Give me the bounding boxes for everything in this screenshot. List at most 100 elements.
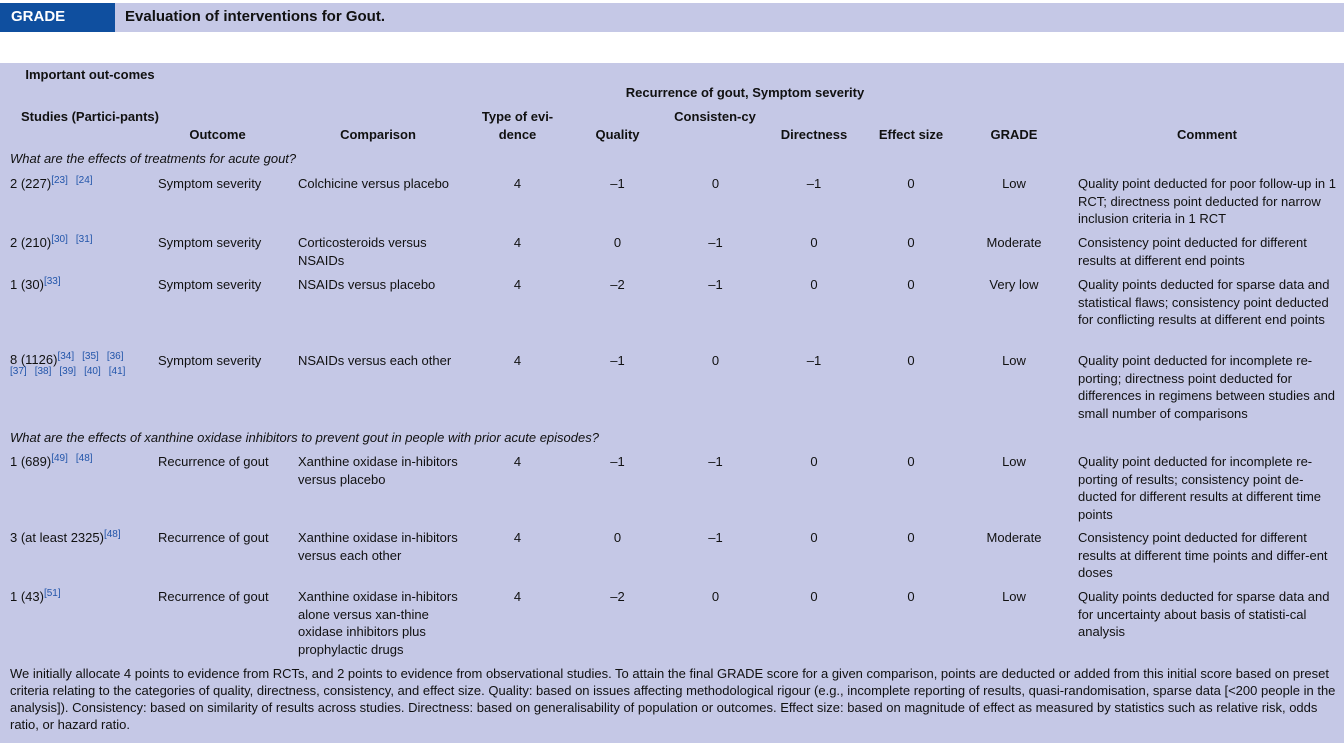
- header-quality: Quality: [595, 127, 640, 142]
- grade-cell: Low: [1002, 454, 1026, 469]
- grade-cell: Moderate: [986, 235, 1042, 250]
- studies-count: 3 (at least 2325): [10, 530, 104, 545]
- outcome-cell: Recurrence of gout: [158, 589, 269, 604]
- comment-cell: Quality point deducted for incomplete re…: [1078, 454, 1322, 522]
- header-group: Recurrence of gout, Symptom severity: [625, 85, 865, 100]
- header-directness: Directness: [780, 127, 848, 142]
- header-type: Type of evi-dence: [481, 109, 554, 142]
- directness-cell: 0: [810, 530, 818, 545]
- header-grade: GRADE: [990, 127, 1038, 142]
- comment-cell: Consistency point deducted for different…: [1078, 530, 1328, 580]
- outcome-cell: Symptom severity: [158, 176, 262, 191]
- reference-link[interactable]: [35]: [82, 351, 99, 362]
- effect-cell: 0: [907, 454, 915, 469]
- header-outcome: Outcome: [189, 127, 246, 142]
- outcome-cell: Recurrence of gout: [158, 454, 269, 469]
- header-studies: Studies (Partici-pants): [21, 109, 159, 124]
- directness-cell: 0: [810, 454, 818, 469]
- effect-cell: 0: [907, 176, 915, 191]
- directness-cell: 0: [810, 589, 818, 604]
- title-bar: GRADE Evaluation of interventions for Go…: [0, 3, 1344, 32]
- reference-link[interactable]: [34]: [57, 351, 75, 362]
- effect-cell: 0: [907, 589, 915, 604]
- grade-cell: Moderate: [986, 530, 1042, 545]
- reference-link[interactable]: [24]: [75, 175, 93, 186]
- quality-cell: –2: [610, 589, 625, 604]
- type-cell: 4: [513, 277, 522, 292]
- reference-link[interactable]: [23]: [51, 175, 68, 186]
- reference-link[interactable]: [51]: [43, 588, 61, 599]
- consistency-cell: 0: [711, 589, 720, 604]
- comparison-cell: NSAIDs versus placebo: [298, 277, 436, 292]
- outcome-cell: Symptom severity: [158, 235, 262, 250]
- reference-link[interactable]: [37]: [10, 366, 27, 377]
- grade-cell: Low: [1002, 589, 1026, 604]
- studies-count: 8 (1126): [10, 352, 58, 367]
- studies-count: 1 (689): [10, 454, 52, 469]
- quality-cell: 0: [613, 530, 622, 545]
- comment-cell: Quality point deducted for incomplete re…: [1078, 353, 1336, 421]
- studies-count: 1 (43): [10, 589, 44, 604]
- studies-cell: 1 (43)[51]: [10, 588, 140, 606]
- consistency-cell: –1: [708, 454, 723, 469]
- header-consistency: Consisten-cy: [674, 109, 756, 124]
- comment-cell: Consistency point deducted for different…: [1078, 235, 1307, 268]
- quality-cell: –1: [610, 454, 625, 469]
- comparison-cell: Xanthine oxidase in-hibitors alone versu…: [298, 589, 458, 657]
- studies-cell: 2 (210)[30] [31]: [10, 234, 140, 252]
- comparison-cell: Corticosteroids versus NSAIDs: [298, 235, 427, 268]
- comment-cell: Quality points deducted for sparse data …: [1078, 589, 1330, 639]
- header-important: Important out-comes: [25, 67, 155, 82]
- studies-cell: 2 (227)[23] [24]: [10, 175, 140, 193]
- section-question: What are the effects of treatments for a…: [10, 151, 297, 166]
- reference-link[interactable]: [31]: [75, 234, 93, 245]
- comparison-cell: Colchicine versus placebo: [298, 176, 450, 191]
- comparison-cell: NSAIDs versus each other: [298, 353, 452, 368]
- consistency-cell: 0: [711, 353, 720, 368]
- consistency-cell: 0: [711, 176, 720, 191]
- directness-cell: 0: [810, 277, 818, 292]
- reference-link[interactable]: [39]: [59, 366, 77, 377]
- grade-table: [0, 63, 1344, 743]
- studies-count: 1 (30): [10, 277, 44, 292]
- reference-link[interactable]: [30]: [51, 234, 68, 245]
- comparison-cell: Xanthine oxidase in-hibitors versus plac…: [298, 454, 458, 487]
- type-cell: 4: [513, 589, 522, 604]
- effect-cell: 0: [907, 353, 915, 368]
- quality-cell: –1: [610, 353, 625, 368]
- directness-cell: 0: [810, 235, 818, 250]
- outcome-cell: Symptom severity: [158, 277, 262, 292]
- grade-tag: GRADE: [0, 3, 115, 32]
- reference-link[interactable]: [40]: [84, 366, 101, 377]
- quality-cell: –1: [610, 176, 625, 191]
- effect-cell: 0: [907, 277, 915, 292]
- grade-cell: Very low: [989, 277, 1039, 292]
- effect-cell: 0: [907, 235, 915, 250]
- studies-count: 2 (210): [10, 235, 52, 250]
- quality-cell: –2: [610, 277, 625, 292]
- section-question: What are the effects of xanthine oxidase…: [10, 430, 599, 445]
- consistency-cell: –1: [708, 235, 723, 250]
- effect-cell: 0: [907, 530, 915, 545]
- outcome-cell: Symptom severity: [158, 353, 262, 368]
- studies-cell: 8 (1126)[34] [35] [36] [37] [38] [39] [40] [41]: [10, 351, 140, 382]
- grade-cell: Low: [1002, 353, 1026, 368]
- type-cell: 4: [513, 530, 522, 545]
- type-cell: 4: [513, 235, 522, 250]
- reference-link[interactable]: [49]: [51, 453, 68, 464]
- consistency-cell: –1: [708, 530, 723, 545]
- header-effect: Effect size: [878, 127, 944, 142]
- reference-link[interactable]: [38]: [34, 366, 52, 377]
- header-comparison: Comparison: [340, 127, 416, 142]
- outcome-cell: Recurrence of gout: [158, 530, 269, 545]
- reference-link[interactable]: [48]: [103, 529, 121, 540]
- reference-link[interactable]: [33]: [43, 276, 61, 287]
- directness-cell: –1: [806, 176, 822, 191]
- reference-link[interactable]: [41]: [108, 366, 126, 377]
- comment-cell: Quality point deducted for poor follow-u…: [1078, 176, 1336, 226]
- reference-link[interactable]: [36]: [106, 351, 124, 362]
- type-cell: 4: [513, 353, 522, 368]
- reference-link[interactable]: [48]: [75, 453, 93, 464]
- studies-cell: 3 (at least 2325)[48]: [10, 529, 140, 547]
- header-comment: Comment: [1177, 127, 1237, 142]
